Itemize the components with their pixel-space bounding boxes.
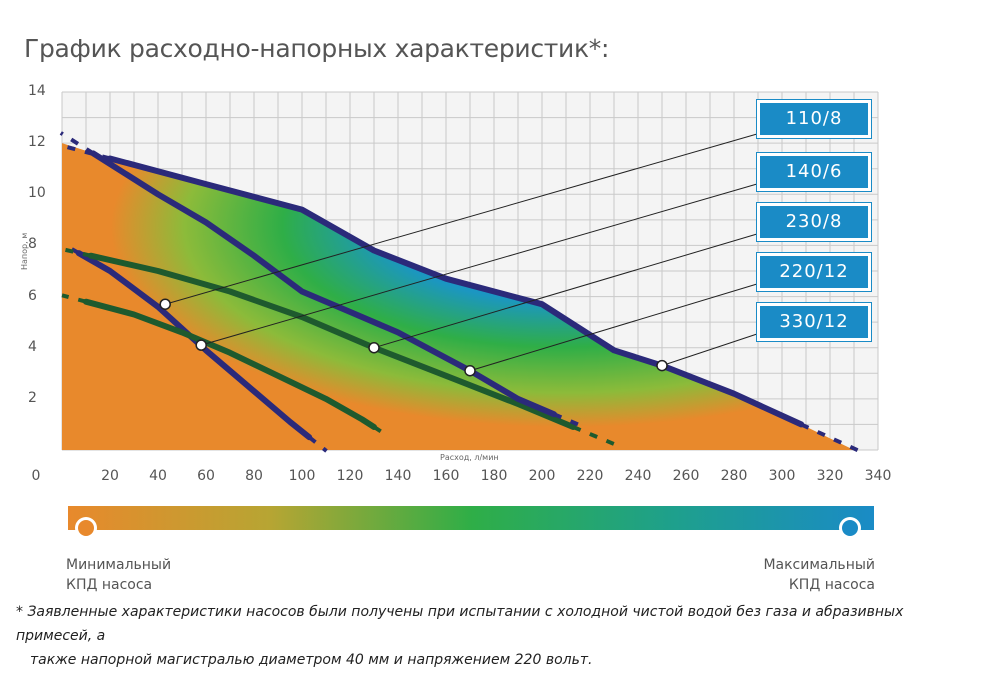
max-efficiency-label: Максимальный КПД насоса bbox=[700, 555, 875, 595]
x-tick-label: 0 bbox=[31, 468, 41, 484]
footnote: * Заявленные характеристики насосов были… bbox=[16, 600, 981, 672]
leader-220-12 bbox=[469, 283, 758, 372]
efficiency-gradient-bar bbox=[68, 506, 874, 530]
model-label-330-12: 330/12 bbox=[757, 303, 871, 341]
curve-start-140-6 bbox=[61, 293, 87, 304]
min-efficiency-line2: КПД насоса bbox=[66, 577, 153, 593]
y-tick-label: 14 bbox=[28, 83, 46, 99]
x-tick-label: 260 bbox=[672, 468, 700, 484]
curve-extension-140-6 bbox=[372, 425, 386, 436]
x-tick-label: 80 bbox=[245, 468, 263, 484]
leader-230-8 bbox=[373, 233, 758, 349]
max-efficiency-marker-inner bbox=[842, 520, 858, 536]
x-tick-label: 340 bbox=[864, 468, 892, 484]
leader-330-12 bbox=[661, 333, 758, 367]
leader-110-8 bbox=[165, 133, 758, 305]
curve-110-8 bbox=[75, 250, 313, 441]
min-efficiency-line1: Минимальный bbox=[66, 557, 172, 573]
curve-start-230-8 bbox=[56, 246, 92, 258]
callout-dot-330-12 bbox=[656, 359, 668, 372]
curve-230-8 bbox=[87, 252, 577, 430]
curve-220-12 bbox=[90, 150, 557, 418]
x-tick-label: 40 bbox=[149, 468, 167, 484]
curve-extension-220-12 bbox=[553, 412, 588, 430]
model-label-220-12: 220/12 bbox=[757, 253, 871, 291]
curve-start-330-12 bbox=[61, 143, 111, 161]
model-label-110-8: 110/8 bbox=[757, 100, 871, 138]
x-tick-label: 280 bbox=[720, 468, 748, 484]
curve-start-110-8 bbox=[62, 242, 80, 255]
leader-140-6 bbox=[201, 183, 758, 346]
curve-extension-110-8 bbox=[307, 435, 328, 453]
footnote-line2: также напорной магистралью диаметром 40 … bbox=[30, 652, 593, 668]
chart-title: График расходно-напорных характеристик*: bbox=[24, 34, 610, 63]
x-tick-label: 300 bbox=[768, 468, 796, 484]
y-tick-label: 6 bbox=[28, 287, 37, 304]
min-efficiency-label: Минимальный КПД насоса bbox=[66, 555, 171, 595]
curve-extension-330-12 bbox=[800, 422, 863, 454]
model-label-230-8: 230/8 bbox=[757, 203, 871, 241]
x-tick-label: 120 bbox=[336, 468, 364, 484]
model-label-140-6: 140/6 bbox=[757, 153, 871, 191]
x-tick-label: 220 bbox=[576, 468, 604, 484]
max-efficiency-line1: Максимальный bbox=[763, 557, 875, 573]
y-tick-label: 8 bbox=[28, 236, 37, 253]
curve-140-6 bbox=[83, 298, 377, 430]
y-tick-label: 4 bbox=[28, 338, 37, 355]
x-tick-label: 20 bbox=[101, 468, 119, 484]
footnote-line1: * Заявленные характеристики насосов были… bbox=[16, 604, 904, 644]
y-tick-label: 2 bbox=[28, 389, 37, 406]
x-tick-label: 200 bbox=[528, 468, 556, 484]
x-tick-label: 140 bbox=[384, 468, 412, 484]
x-tick-label: 160 bbox=[432, 468, 460, 484]
x-tick-label: 60 bbox=[197, 468, 215, 484]
callout-dot-110-8 bbox=[159, 298, 171, 310]
y-tick-label: 12 bbox=[28, 134, 46, 151]
x-tick-label: 180 bbox=[480, 468, 508, 484]
curve-start-220-12 bbox=[59, 131, 95, 156]
x-tick-label: 320 bbox=[816, 468, 844, 484]
x-axis-label: Расход, л/мин bbox=[440, 453, 499, 462]
curve-330-12 bbox=[107, 155, 805, 428]
max-efficiency-line2: КПД насоса bbox=[788, 577, 875, 593]
y-tick-label: 10 bbox=[28, 185, 46, 202]
x-tick-label: 100 bbox=[288, 468, 316, 484]
min-efficiency-marker-inner bbox=[78, 520, 94, 536]
callout-dot-140-6 bbox=[195, 339, 207, 351]
callout-dot-220-12 bbox=[464, 364, 476, 377]
callout-dot-230-8 bbox=[368, 341, 380, 354]
x-tick-label: 240 bbox=[624, 468, 652, 484]
